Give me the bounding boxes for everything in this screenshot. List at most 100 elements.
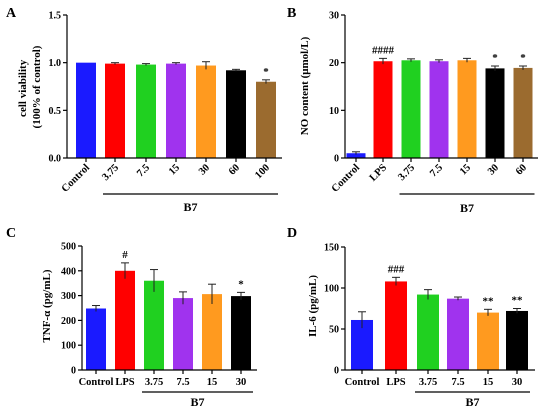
panel-a-bar-100	[256, 81, 276, 158]
panel-d-group-label: B7	[465, 395, 479, 409]
panel-c-y-tick-label: 100	[61, 341, 76, 352]
panel-b-x-tick-label: 60	[514, 162, 529, 177]
panel-b-x-tick-label: LPS	[368, 162, 390, 184]
panel-c-bar-3-75	[144, 280, 164, 370]
y-axis-label: TNF-α (pg/mL)	[41, 269, 53, 342]
panel-a-x-tick-label: 15	[167, 162, 182, 177]
panel-d-significance-mark-30: **	[512, 295, 524, 307]
panel-b-x-tick-label: Control	[330, 162, 362, 194]
panel-c-x-tick-label: 15	[207, 377, 218, 388]
panel-b-bar-lps	[373, 61, 393, 159]
panel-c-bar-control	[86, 308, 106, 370]
panel-c-significance-mark-30: *	[238, 278, 244, 290]
panel-c-y-tick-label: 0	[71, 366, 76, 377]
panel-a-y-tick-label: 0.5	[49, 106, 62, 117]
panel-d-bar-7-5	[447, 298, 469, 370]
y-axis-label-line: NO content (μmol/L)	[299, 36, 311, 135]
panel-d-significance-mark-lps: ###	[388, 263, 405, 275]
panel-a-y-tick-label: 1.5	[49, 11, 62, 22]
y-axis-label-line: cell viability	[17, 59, 29, 117]
panel-d-bar-15	[477, 312, 499, 370]
y-axis-label: NO content (μmol/L)	[299, 36, 311, 135]
panel-a-significance-mark-100: *	[263, 66, 269, 78]
panel-a-x-tick-label: 3.75	[100, 162, 121, 183]
panel-d-x-tick-label: 3.75	[419, 377, 437, 388]
panel-b-significance-mark-30: *	[492, 52, 498, 64]
panel-b-y-tick-label: 10	[329, 106, 339, 117]
panel-a-group-label: B7	[183, 200, 197, 214]
panel-d-bar-3-75	[417, 294, 439, 370]
panel-b-x-tick-label: 15	[458, 162, 473, 177]
panel-b-y-tick-label: 20	[329, 58, 339, 69]
panel-b-x-tick-label: 30	[486, 162, 501, 177]
panel-d-x-tick-label: Control	[345, 377, 380, 388]
panel-a-bar-3-75	[105, 63, 125, 159]
panel-a-y-tick-label: 1.0	[49, 58, 62, 69]
panel-c-y-tick-label: 300	[61, 291, 76, 302]
panel-c-group-label: B7	[190, 395, 204, 409]
panel-a-x-tick-label: 60	[227, 162, 242, 177]
y-axis-label-line: TNF-α (pg/mL)	[41, 269, 53, 342]
panel-b-bar-60	[513, 67, 533, 158]
panel-c-x-tick-label: 3.75	[145, 377, 163, 388]
panel-b-significance-mark-60: *	[520, 52, 526, 64]
panel-c-bar-30	[231, 296, 251, 370]
panel-b-bar-7-5	[429, 61, 449, 159]
panel-d-y-tick-label: 150	[324, 243, 339, 254]
panel-label: C	[6, 226, 16, 241]
y-axis-label-line: IL-6 (pg/mL)	[307, 275, 319, 337]
panel-a-bar-control	[76, 62, 96, 158]
panel-a-x-tick-label: 7.5	[135, 162, 152, 179]
panel-d-x-tick-label: LPS	[386, 377, 405, 388]
panel-c: C TNF-α (pg/mL) # * 0 100 200 300 400 500 Contro…	[6, 226, 257, 409]
panel-b-group-label: B7	[460, 201, 474, 215]
panel-d-x-tick-label: 7.5	[451, 377, 464, 388]
panel-d-bar-30	[506, 310, 528, 370]
panel-c-y-tick-label: 200	[61, 316, 76, 327]
panel-b-x-tick-label: 3.75	[396, 162, 417, 183]
panel-a-x-tick-label: Control	[60, 162, 92, 194]
panel-b-y-tick-label: 0	[334, 154, 339, 165]
panel-a-bar-60	[226, 70, 246, 158]
panel-b: B NO content (μmol/L) #### * * 0 10 20 30 Contr…	[287, 6, 538, 215]
panel-label: B	[287, 6, 296, 21]
panel-c-significance-mark-lps: #	[122, 249, 128, 261]
panel-b-bar-30	[485, 68, 505, 158]
panel-b-significance-mark-lps: ####	[372, 44, 395, 56]
panel-b-bar-3-75	[401, 60, 421, 158]
panel-c-bar-7-5	[173, 298, 193, 370]
panel-d-y-tick-label: 50	[329, 325, 339, 336]
panel-b-bar-15	[457, 60, 477, 158]
panel-label: A	[6, 6, 17, 21]
panel-c-x-tick-label: LPS	[115, 377, 134, 388]
panel-a-bar-7-5	[136, 64, 156, 158]
y-axis-label-line: (100% of control)	[31, 45, 43, 128]
panel-d-y-tick-label: 0	[334, 366, 339, 377]
panel-b-x-tick-label: 7.5	[428, 162, 445, 179]
panel-d-bar-lps	[385, 281, 407, 370]
y-axis-label: IL-6 (pg/mL)	[307, 275, 319, 337]
panel-b-y-tick-label: 30	[329, 11, 339, 22]
panel-c-bar-15	[202, 294, 222, 370]
panel-b-bar-control	[346, 153, 366, 158]
panel-d-x-tick-label: 15	[483, 377, 494, 388]
panel-a: A cell viability (100% of control) * 0.0 0…	[6, 6, 282, 214]
panel-d-x-tick-label: 30	[512, 377, 523, 388]
panel-c-y-tick-label: 400	[61, 266, 76, 277]
panel-a-y-tick-label: 0.0	[49, 154, 62, 165]
panel-a-x-tick-label: 100	[253, 162, 272, 181]
panel-a-x-tick-label: 30	[197, 162, 212, 177]
y-axis-label: cell viability (100% of control)	[17, 45, 43, 128]
panel-c-y-tick-label: 500	[61, 242, 76, 253]
panel-c-bar-lps	[115, 270, 135, 370]
panel-d-bar-control	[351, 319, 373, 370]
panel-c-x-tick-label: 7.5	[176, 377, 189, 388]
panel-c-x-tick-label: Control	[79, 377, 114, 388]
panel-d-y-tick-label: 100	[324, 284, 339, 295]
panel-a-bar-15	[166, 63, 186, 159]
panel-label: D	[287, 226, 297, 241]
panel-d-significance-mark-15: **	[483, 295, 495, 307]
panel-d: D IL-6 (pg/mL) ### ** ** 0 50 100 150 Control LP…	[287, 226, 535, 409]
